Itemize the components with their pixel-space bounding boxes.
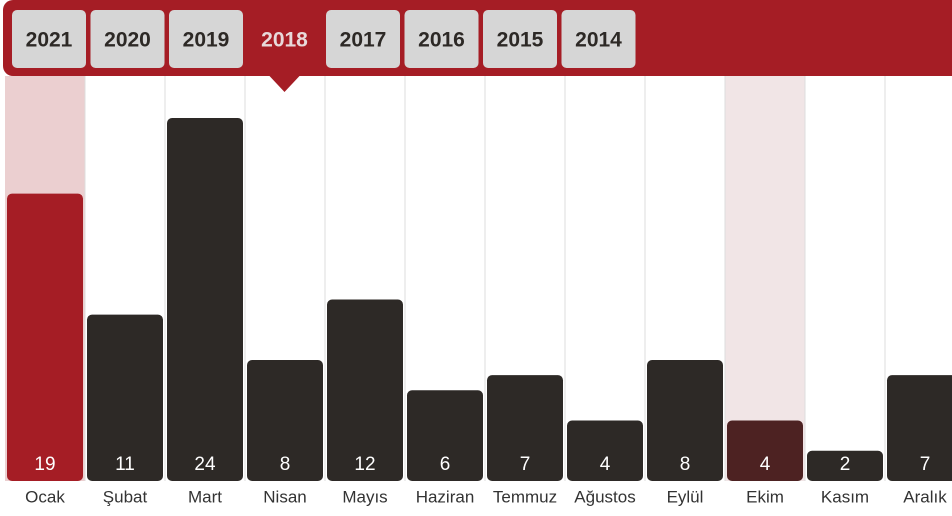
month-label: Kasım <box>821 487 869 506</box>
bar[interactable] <box>727 420 803 482</box>
tab-label[interactable]: 2020 <box>104 29 151 52</box>
month-label: Mart <box>188 487 222 506</box>
month-label: Nisan <box>263 487 306 506</box>
tab[interactable] <box>483 10 557 68</box>
tab[interactable] <box>12 10 86 68</box>
value-label: 8 <box>680 454 691 475</box>
tab[interactable] <box>561 10 636 68</box>
bar[interactable] <box>887 375 952 481</box>
month-label: Mayıs <box>342 487 387 506</box>
month-label: Ağustos <box>574 487 635 506</box>
tab-label[interactable]: 2016 <box>418 29 465 52</box>
month-label: Ocak <box>25 487 65 506</box>
tab-label[interactable]: 2019 <box>183 29 230 52</box>
value-label: 12 <box>354 454 375 475</box>
bar[interactable] <box>247 360 323 481</box>
value-label: 19 <box>34 454 55 475</box>
tab[interactable] <box>169 10 243 68</box>
tab-label[interactable]: 2014 <box>575 29 622 52</box>
tab-label[interactable]: 2015 <box>497 29 544 52</box>
value-label: 6 <box>440 454 451 475</box>
tab[interactable] <box>404 10 479 68</box>
month-label: Temmuz <box>493 487 557 506</box>
tab[interactable] <box>90 10 165 68</box>
month-label: Ekim <box>746 487 784 506</box>
bar[interactable] <box>807 450 883 481</box>
tab-label[interactable]: 2017 <box>340 29 387 52</box>
value-label: 24 <box>194 454 216 475</box>
month-label: Haziran <box>416 487 475 506</box>
value-label: 2 <box>840 454 851 475</box>
month-label: Eylül <box>667 487 704 506</box>
tab[interactable] <box>326 10 400 68</box>
bar[interactable] <box>487 375 563 481</box>
value-label: 8 <box>280 454 291 475</box>
bar[interactable] <box>87 314 163 481</box>
bar[interactable] <box>167 118 243 481</box>
value-label: 7 <box>520 454 531 475</box>
tab-label[interactable]: 2021 <box>26 29 73 52</box>
month-label: Şubat <box>103 487 148 506</box>
bar[interactable] <box>327 299 403 482</box>
tab-label: 2018 <box>261 29 308 52</box>
column-highlight <box>725 76 805 481</box>
value-label: 7 <box>920 454 931 475</box>
bar[interactable] <box>7 193 83 481</box>
bar[interactable] <box>567 420 643 482</box>
value-label: 11 <box>115 454 135 475</box>
bar[interactable] <box>647 360 723 481</box>
value-label: 4 <box>600 454 611 475</box>
value-label: 4 <box>760 454 771 475</box>
bar[interactable] <box>407 390 483 481</box>
month-label: Aralık <box>903 487 947 506</box>
tab-pointer <box>269 76 300 92</box>
